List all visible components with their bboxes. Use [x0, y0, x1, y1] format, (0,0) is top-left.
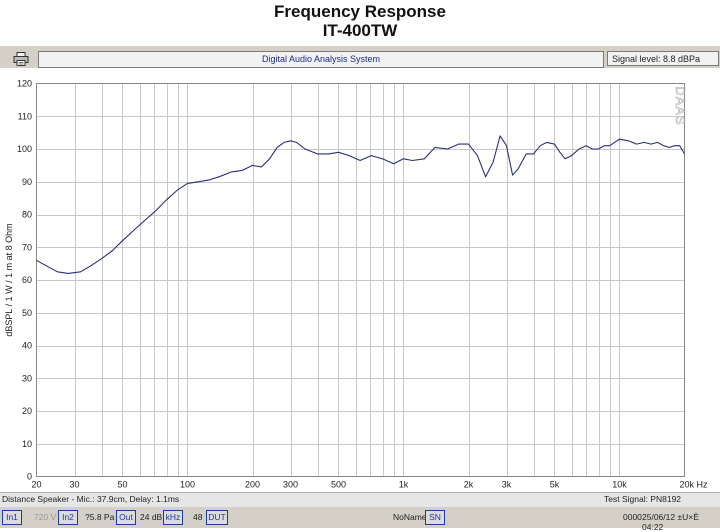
page-title: Frequency Response [274, 2, 446, 21]
x-tick-label: 20 [31, 480, 41, 490]
datetime-readout: 25/06/12 ±U×È 04:22 [642, 512, 699, 532]
grid [36, 83, 685, 477]
y-tick-label: 100 [17, 144, 32, 154]
y-tick-label: 90 [22, 177, 32, 187]
test-signal-info: Test Signal: PN8192 [604, 494, 682, 504]
daas-logo: DAAS [673, 86, 688, 125]
y-tick-label: 110 [18, 111, 32, 121]
y-tick-label: 50 [22, 308, 32, 318]
x-tick-label: 2k [464, 480, 474, 490]
x-tick-label: 100 [180, 480, 195, 490]
x-tick-labels: 20 30 50 100 200 300 500 1k 2k 3k 5k 10k 20k Hz [31, 480, 708, 490]
voltage-readout: 720 V [34, 512, 57, 522]
y-tick-label: 120 [17, 79, 32, 89]
x-tick-label: 3k [502, 480, 512, 490]
y-axis-label: dBSPL / 1 W / 1 m at 8 Ohm [4, 223, 14, 336]
y-tick-label: 30 [22, 373, 32, 383]
samplerate-readout: 48 [193, 512, 203, 522]
x-tick-label: 200 [245, 480, 260, 490]
device-name: NoName [393, 512, 427, 522]
x-tick-label: 500 [331, 480, 346, 490]
khz-button[interactable]: kHz [163, 510, 183, 525]
code-readout: 0000 [623, 512, 642, 522]
signal-level-readout: Signal level: 8.8 dBPa [607, 51, 719, 66]
printer-icon[interactable] [13, 52, 29, 66]
x-tick-label: 50 [117, 480, 127, 490]
input2-button[interactable]: In2 [58, 510, 78, 525]
y-tick-label: 40 [22, 341, 32, 351]
toolbar: Digital Audio Analysis System Signal lev… [0, 48, 720, 68]
output-button[interactable]: Out [116, 510, 136, 525]
y-tick-label: 70 [22, 242, 32, 252]
status-bar-info: Distance Speaker - Mic.: 37.9cm, Delay: … [0, 492, 720, 507]
gain-readout: 24 dB [140, 512, 163, 522]
y-tick-labels: 0 10 20 30 40 50 60 70 80 90 100 110 120 [17, 79, 32, 482]
x-tick-label: 10k [612, 480, 627, 490]
status-bar-controls: In1 720 V In2 ?5.8 Pa Out 24 dB kHz 48 D… [0, 507, 720, 532]
response-curve [36, 135, 685, 274]
analyzer-window: Digital Audio Analysis System Signal lev… [0, 46, 720, 532]
dut-button[interactable]: DUT [206, 510, 228, 525]
y-tick-label: 10 [22, 439, 32, 449]
y-tick-label: 80 [22, 210, 32, 220]
y-tick-label: 60 [22, 275, 32, 285]
app-name-bar: Digital Audio Analysis System [38, 51, 604, 68]
x-tick-label: 1k [399, 480, 409, 490]
pressure-readout: ?5.8 Pa [85, 512, 115, 522]
y-tick-label: 20 [22, 406, 32, 416]
x-tick-label: 30 [70, 480, 80, 490]
series [36, 135, 685, 274]
y-tick-label: 0 [27, 472, 32, 482]
serial-number-button[interactable]: SN [425, 510, 445, 525]
x-tick-label: 20k Hz [679, 480, 708, 490]
plot-frame [36, 83, 685, 477]
input1-button[interactable]: In1 [2, 510, 22, 525]
distance-info: Distance Speaker - Mic.: 37.9cm, Delay: … [2, 494, 180, 504]
x-tick-label: 5k [550, 480, 560, 490]
x-tick-label: 300 [283, 480, 298, 490]
plot-area: 0 10 20 30 40 50 60 70 80 90 100 110 120 20 30 50 100 20… [0, 68, 720, 492]
page-subtitle: IT-400TW [322, 21, 398, 40]
